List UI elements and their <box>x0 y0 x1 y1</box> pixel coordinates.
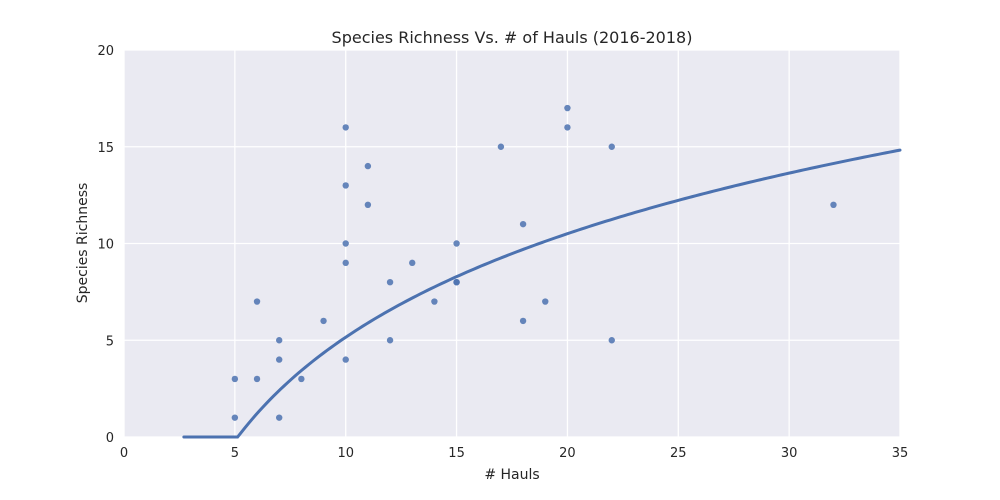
data-point <box>608 143 615 150</box>
data-point <box>276 337 283 344</box>
data-point <box>453 279 460 286</box>
data-point <box>342 124 349 131</box>
data-point <box>231 375 239 383</box>
x-tick-label: 10 <box>337 446 354 461</box>
data-point <box>342 240 349 247</box>
fit-curve-group <box>182 148 902 439</box>
y-tick-label: 5 <box>106 334 114 349</box>
fit-curve <box>182 148 902 439</box>
data-point <box>564 104 571 112</box>
data-point <box>342 356 349 363</box>
chart-title: Species Richness Vs. # of Hauls (2016-20… <box>332 28 693 47</box>
data-point <box>364 162 372 170</box>
x-tick-label: 20 <box>559 446 576 461</box>
y-tick-labels: 0 5 10 15 20 <box>97 44 114 446</box>
data-point <box>409 259 416 267</box>
data-point <box>276 356 283 363</box>
y-tick-label: 10 <box>97 238 114 253</box>
data-point <box>542 298 549 305</box>
data-point <box>519 220 527 228</box>
y-axis-label: Species Richness <box>75 183 91 304</box>
x-axis-label: # Hauls <box>484 467 539 483</box>
x-tick-label: 15 <box>448 446 465 461</box>
data-point <box>497 143 505 150</box>
y-tick-label: 15 <box>97 141 114 156</box>
data-point <box>364 201 372 208</box>
x-tick-label: 0 <box>120 446 128 461</box>
y-tick-label: 20 <box>97 44 114 59</box>
data-point <box>342 182 349 189</box>
data-point <box>298 375 305 383</box>
x-tick-labels: 0 5 10 15 20 25 30 35 <box>120 446 908 461</box>
data-point <box>253 298 261 305</box>
data-point <box>519 317 527 325</box>
data-point <box>564 124 571 131</box>
x-tick-label: 25 <box>670 446 687 461</box>
data-points <box>231 104 837 421</box>
data-point <box>253 375 261 383</box>
x-tick-label: 30 <box>781 446 798 461</box>
data-point <box>431 298 438 305</box>
data-point <box>608 337 615 344</box>
data-point <box>320 317 327 325</box>
x-tick-label: 5 <box>231 446 239 461</box>
x-tick-label: 35 <box>892 446 909 461</box>
data-point <box>386 279 394 286</box>
data-point <box>386 337 394 344</box>
data-point <box>342 259 349 267</box>
data-point <box>830 201 837 208</box>
data-point <box>276 414 283 421</box>
y-tick-label: 0 <box>106 431 114 446</box>
data-point <box>231 414 239 421</box>
data-point <box>453 240 460 247</box>
